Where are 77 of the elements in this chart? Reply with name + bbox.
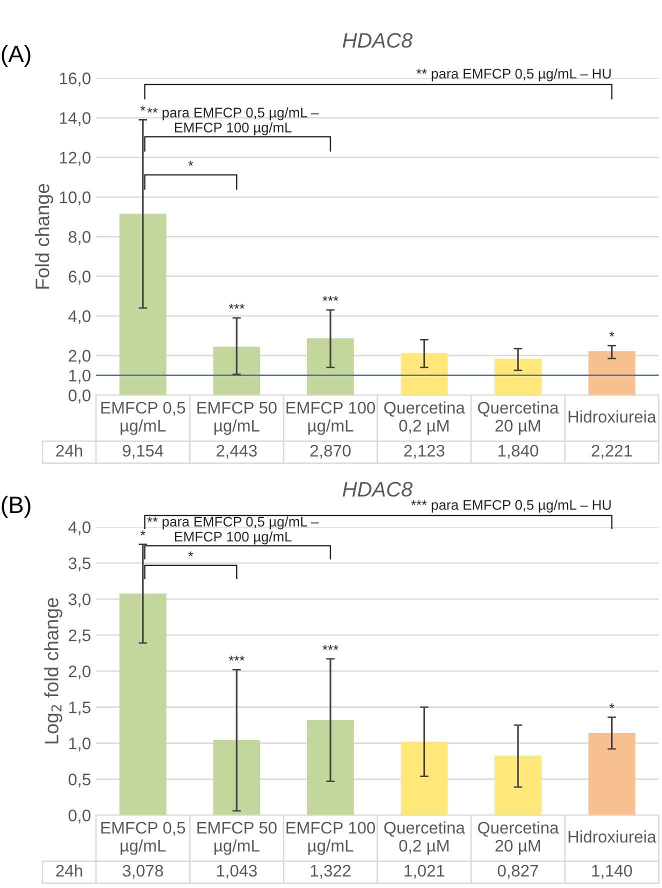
y-axis-title: Fold change bbox=[35, 184, 54, 289]
y-tick-label: 4,0 bbox=[68, 521, 90, 536]
x-tick-label: EMFCP 50 µg/mL bbox=[197, 822, 277, 855]
text: 24h bbox=[56, 444, 82, 456]
bar bbox=[307, 338, 354, 396]
text: 24h bbox=[56, 864, 82, 876]
x-tick-label: EMFCP 100 µg/mL bbox=[286, 402, 376, 435]
annotation: * bbox=[188, 160, 194, 166]
bar bbox=[494, 756, 542, 816]
y-tick-label: 3,0 bbox=[68, 593, 90, 608]
bar bbox=[494, 358, 542, 396]
x-tick-label: Hidroxiureia bbox=[568, 830, 656, 843]
y-tick-label: 10,0 bbox=[60, 191, 90, 206]
annotation: ** para EMFCP 0,5 µg/mL – EMFCP 100 µg/mL bbox=[147, 516, 319, 544]
annotation: *** bbox=[322, 644, 338, 650]
y-axis-title: Log$_{2}$ fold change bbox=[44, 598, 62, 744]
annotation: * bbox=[609, 703, 614, 708]
y-tick-label: 0,0 bbox=[68, 390, 90, 404]
data-label: 1,043 bbox=[217, 864, 257, 879]
text: (B) bbox=[2, 496, 30, 518]
data-label: 1,840 bbox=[498, 444, 538, 459]
y-tick-label: 3,5 bbox=[68, 557, 90, 572]
annotation: ** para EMFCP 0,5 µg/mL – EMFCP 100 µg/mL bbox=[147, 107, 319, 136]
annotation: ** para EMFCP 0,5 µg/mL – HU bbox=[416, 68, 611, 82]
data-label: 2,221 bbox=[592, 444, 632, 459]
data-label: 2,870 bbox=[310, 444, 351, 459]
data-label: 0,827 bbox=[498, 864, 538, 879]
y-tick-label: 4,0 bbox=[68, 310, 90, 324]
bar bbox=[213, 346, 260, 396]
text: (A) bbox=[2, 44, 30, 67]
bar bbox=[588, 351, 636, 396]
text: *** para EMFCP 0,5 µg/mL – HU bbox=[411, 500, 611, 513]
bar bbox=[400, 742, 448, 816]
data-label: 1,140 bbox=[592, 864, 632, 879]
bar bbox=[119, 593, 166, 816]
x-tick-label: Quercetina 0,2 µM bbox=[384, 821, 465, 855]
chart-title: HDAC8 bbox=[342, 482, 413, 497]
y-tick-label: 0,0 bbox=[68, 810, 90, 824]
y-tick-label: 16,0 bbox=[60, 72, 90, 86]
x-tick-label: Hidroxiureia bbox=[568, 410, 656, 423]
x-tick-label: Quercetina 0,2 µM bbox=[384, 401, 465, 435]
data-label: 3,078 bbox=[122, 864, 164, 879]
y-tick-label: 6,0 bbox=[68, 270, 90, 284]
annotation: * bbox=[140, 530, 146, 536]
data-label: 2,443 bbox=[216, 444, 257, 459]
bar bbox=[307, 720, 354, 816]
y-tick-label: 0,5 bbox=[68, 774, 90, 788]
x-tick-label: EMFCP 50 µg/mL bbox=[197, 402, 277, 435]
y-tick-label: 2,0 bbox=[68, 350, 90, 364]
data-label: 1,021 bbox=[404, 864, 444, 879]
y-tick-label: 2,5 bbox=[68, 629, 90, 644]
annotation: *** bbox=[228, 656, 245, 661]
annotation: *** bbox=[322, 296, 338, 301]
annotation: *** bbox=[228, 304, 245, 309]
x-tick-label: Quercetina 20 µM bbox=[478, 401, 559, 435]
y-tick-label: 1,0 bbox=[69, 370, 90, 384]
x-tick-label: EMFCP 0,5 µg/mL bbox=[101, 822, 186, 855]
y-tick-label: 1,0 bbox=[69, 738, 90, 752]
bar bbox=[119, 214, 166, 396]
annotation: * bbox=[188, 551, 194, 556]
x-tick-label: Quercetina 20 µM bbox=[478, 821, 559, 855]
data-label: 1,322 bbox=[310, 864, 350, 879]
y-tick-label: 8,0 bbox=[68, 231, 90, 245]
chart-title: HDAC8 bbox=[342, 33, 413, 48]
annotation: * bbox=[140, 106, 146, 111]
x-tick-label: EMFCP 100 µg/mL bbox=[286, 822, 376, 855]
data-label: 9,154 bbox=[122, 444, 164, 459]
y-tick-label: 1,5 bbox=[69, 702, 90, 716]
bar bbox=[588, 733, 636, 816]
bar bbox=[213, 740, 260, 816]
x-tick-label: EMFCP 0,5 µg/mL bbox=[101, 402, 186, 435]
data-label: 2,123 bbox=[404, 444, 444, 459]
annotation: * bbox=[609, 332, 614, 336]
y-tick-label: 12,0 bbox=[60, 152, 90, 166]
y-tick-label: 2,0 bbox=[68, 666, 90, 680]
bar bbox=[400, 353, 448, 396]
y-tick-label: 14,0 bbox=[60, 112, 90, 126]
